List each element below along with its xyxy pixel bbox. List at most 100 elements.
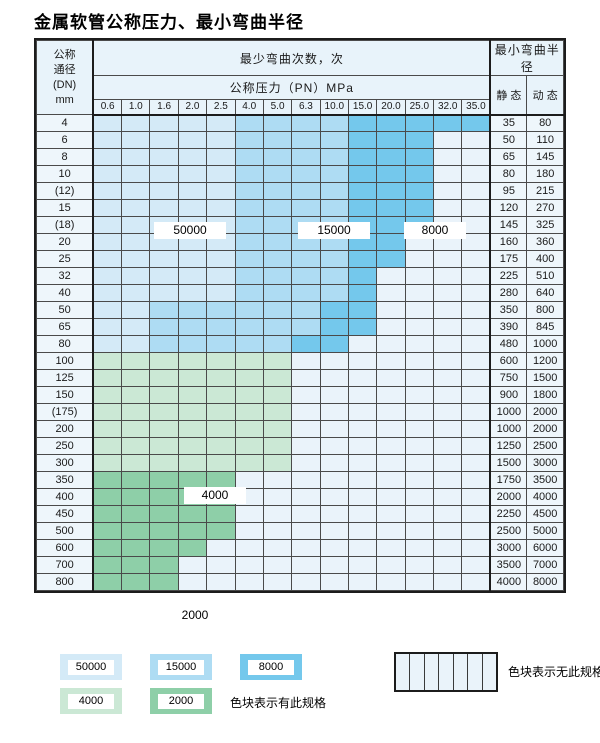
spec-cell (433, 165, 463, 183)
spec-cell (206, 148, 236, 166)
spec-cell (121, 114, 151, 132)
spec-cell (347, 556, 378, 574)
spec-cell (347, 182, 378, 200)
static-radius-cell: 35 (489, 114, 528, 132)
spec-cell (177, 284, 208, 302)
spec-cell (404, 471, 435, 489)
static-radius-cell: 160 (489, 233, 528, 251)
spec-cell (149, 250, 179, 268)
page-title: 金属软管公称压力、最小弯曲半径 (34, 13, 304, 32)
spec-cell (234, 505, 264, 523)
static-radius-cell: 600 (489, 352, 528, 370)
spec-cell (149, 505, 179, 523)
spec-cell (461, 250, 492, 268)
dynamic-radius-cell: 8000 (526, 573, 564, 591)
table-row: 8 65 145 (36, 148, 564, 166)
spec-cell (461, 199, 492, 217)
table-row: 150 900 1800 (36, 386, 564, 404)
spec-cell (319, 556, 349, 574)
static-radius-cell: 225 (489, 267, 528, 285)
pressure-tick-25.0: 25.0 (404, 99, 435, 116)
spec-cell (404, 301, 435, 319)
legend-swatch-value: 4000 (68, 693, 114, 709)
dynamic-radius-cell: 145 (526, 148, 564, 166)
table-row: 250 1250 2500 (36, 437, 564, 455)
spec-cell (319, 471, 349, 489)
table-row: 50 350 800 (36, 301, 564, 319)
spec-cell (461, 318, 492, 336)
spec-cell (433, 114, 463, 132)
table-row: 500 2500 5000 (36, 522, 564, 540)
spec-cell (291, 148, 321, 166)
static-radius-cell: 65 (489, 148, 528, 166)
spec-cell (234, 556, 264, 574)
static-radius-cell: 3500 (489, 556, 528, 574)
spec-cell (121, 267, 151, 285)
spec-cell (149, 522, 179, 540)
spec-cell (121, 318, 151, 336)
legend-no-spec-note: 色块表示无此规格 (508, 665, 600, 679)
spec-cell (347, 386, 378, 404)
dynamic-radius-cell: 640 (526, 284, 564, 302)
dynamic-radius-cell: 1000 (526, 335, 564, 353)
spec-cell (262, 369, 293, 387)
spec-cell (291, 454, 321, 472)
spec-cell (149, 114, 179, 132)
spec-cell (291, 369, 321, 387)
spec-cell (149, 420, 179, 438)
dn-cell: 800 (36, 573, 95, 591)
spec-cell (234, 573, 264, 591)
spec-cell (461, 437, 492, 455)
spec-cell (347, 318, 378, 336)
spec-cell (262, 267, 293, 285)
dynamic-radius-cell: 800 (526, 301, 564, 319)
dn-cell: 250 (36, 437, 95, 455)
spec-cell (376, 386, 406, 404)
spec-cell (92, 556, 123, 574)
spec-cell (404, 488, 435, 506)
spec-cell (262, 454, 293, 472)
spec-cell (461, 284, 492, 302)
static-radius-cell: 80 (489, 165, 528, 183)
spec-cell (291, 437, 321, 455)
pressure-tick-35.0: 35.0 (461, 99, 492, 116)
spec-cell (92, 420, 123, 438)
spec-cell (291, 539, 321, 557)
spec-cell (291, 165, 321, 183)
spec-cell (149, 471, 179, 489)
spec-cell (291, 250, 321, 268)
spec-cell (376, 131, 406, 149)
pressure-tick-5.0: 5.0 (262, 99, 293, 116)
spec-cell (92, 369, 123, 387)
spec-cell (347, 148, 378, 166)
spec-cell (433, 301, 463, 319)
spec-cell (177, 352, 208, 370)
spec-cell (177, 267, 208, 285)
spec-cell (291, 199, 321, 217)
spec-cell (92, 386, 123, 404)
spec-cell (319, 148, 349, 166)
spec-cell (92, 318, 123, 336)
spec-cell (433, 131, 463, 149)
spec-cell (92, 182, 123, 200)
spec-cell (177, 403, 208, 421)
spec-cell (376, 250, 406, 268)
spec-cell (291, 522, 321, 540)
spec-cell (291, 386, 321, 404)
spec-cell (404, 386, 435, 404)
spec-cell (404, 437, 435, 455)
spec-cell (149, 301, 179, 319)
spec-cell (404, 403, 435, 421)
spec-cell (433, 182, 463, 200)
spec-cell (262, 131, 293, 149)
spec-cell (347, 250, 378, 268)
spec-cell (433, 386, 463, 404)
spec-cell (347, 369, 378, 387)
spec-cell (177, 131, 208, 149)
spec-cell (206, 335, 236, 353)
dn-cell: 125 (36, 369, 95, 387)
spec-cell (461, 233, 492, 251)
spec-cell (234, 301, 264, 319)
spec-cell (206, 114, 236, 132)
spec-cell (433, 267, 463, 285)
